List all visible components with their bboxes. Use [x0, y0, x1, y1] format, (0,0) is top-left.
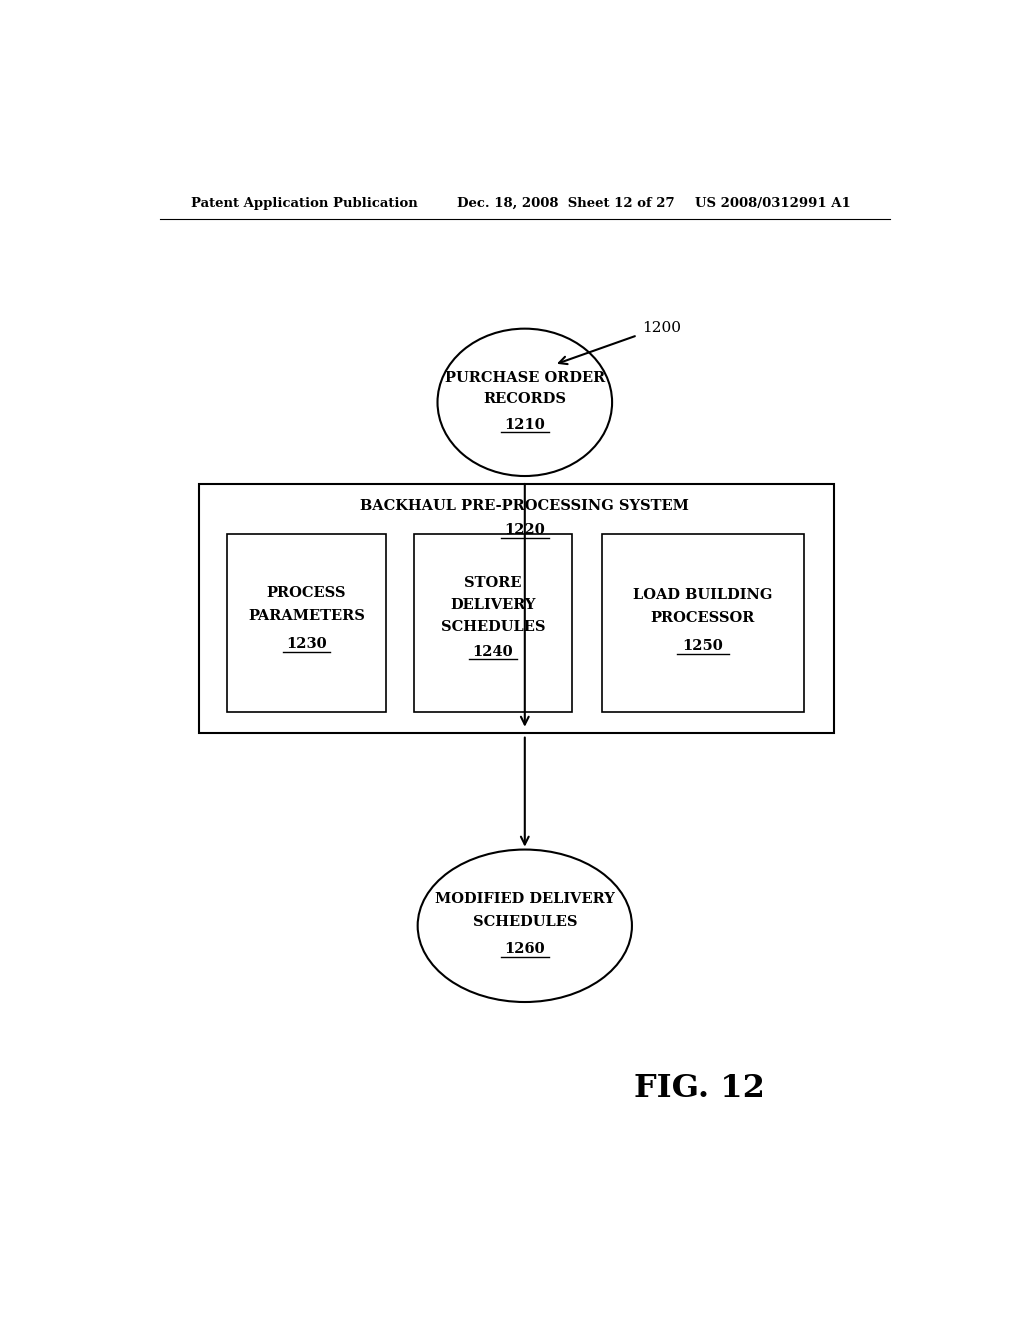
Text: PROCESS: PROCESS	[267, 586, 346, 599]
Text: LOAD BUILDING: LOAD BUILDING	[633, 587, 773, 602]
Text: 1240: 1240	[473, 645, 513, 659]
Text: MODIFIED DELIVERY: MODIFIED DELIVERY	[435, 892, 614, 907]
Text: Patent Application Publication: Patent Application Publication	[191, 197, 418, 210]
Text: PARAMETERS: PARAMETERS	[248, 610, 365, 623]
Text: FIG. 12: FIG. 12	[634, 1073, 765, 1104]
Text: US 2008/0312991 A1: US 2008/0312991 A1	[695, 197, 851, 210]
Text: 1230: 1230	[287, 636, 327, 651]
Text: 1250: 1250	[683, 639, 723, 653]
Text: PURCHASE ORDER: PURCHASE ORDER	[444, 371, 605, 385]
Text: 1200: 1200	[642, 321, 681, 335]
Text: PROCESSOR: PROCESSOR	[651, 611, 755, 626]
Text: BACKHAUL PRE-PROCESSING SYSTEM: BACKHAUL PRE-PROCESSING SYSTEM	[360, 499, 689, 513]
Text: SCHEDULES: SCHEDULES	[472, 915, 578, 929]
Text: 1210: 1210	[505, 417, 545, 432]
Text: DELIVERY: DELIVERY	[451, 598, 536, 612]
Text: 1260: 1260	[505, 942, 545, 956]
Text: STORE: STORE	[464, 576, 522, 590]
Text: RECORDS: RECORDS	[483, 392, 566, 407]
Text: Dec. 18, 2008  Sheet 12 of 27: Dec. 18, 2008 Sheet 12 of 27	[458, 197, 675, 210]
Text: SCHEDULES: SCHEDULES	[440, 620, 546, 635]
Text: 1220: 1220	[505, 524, 545, 537]
